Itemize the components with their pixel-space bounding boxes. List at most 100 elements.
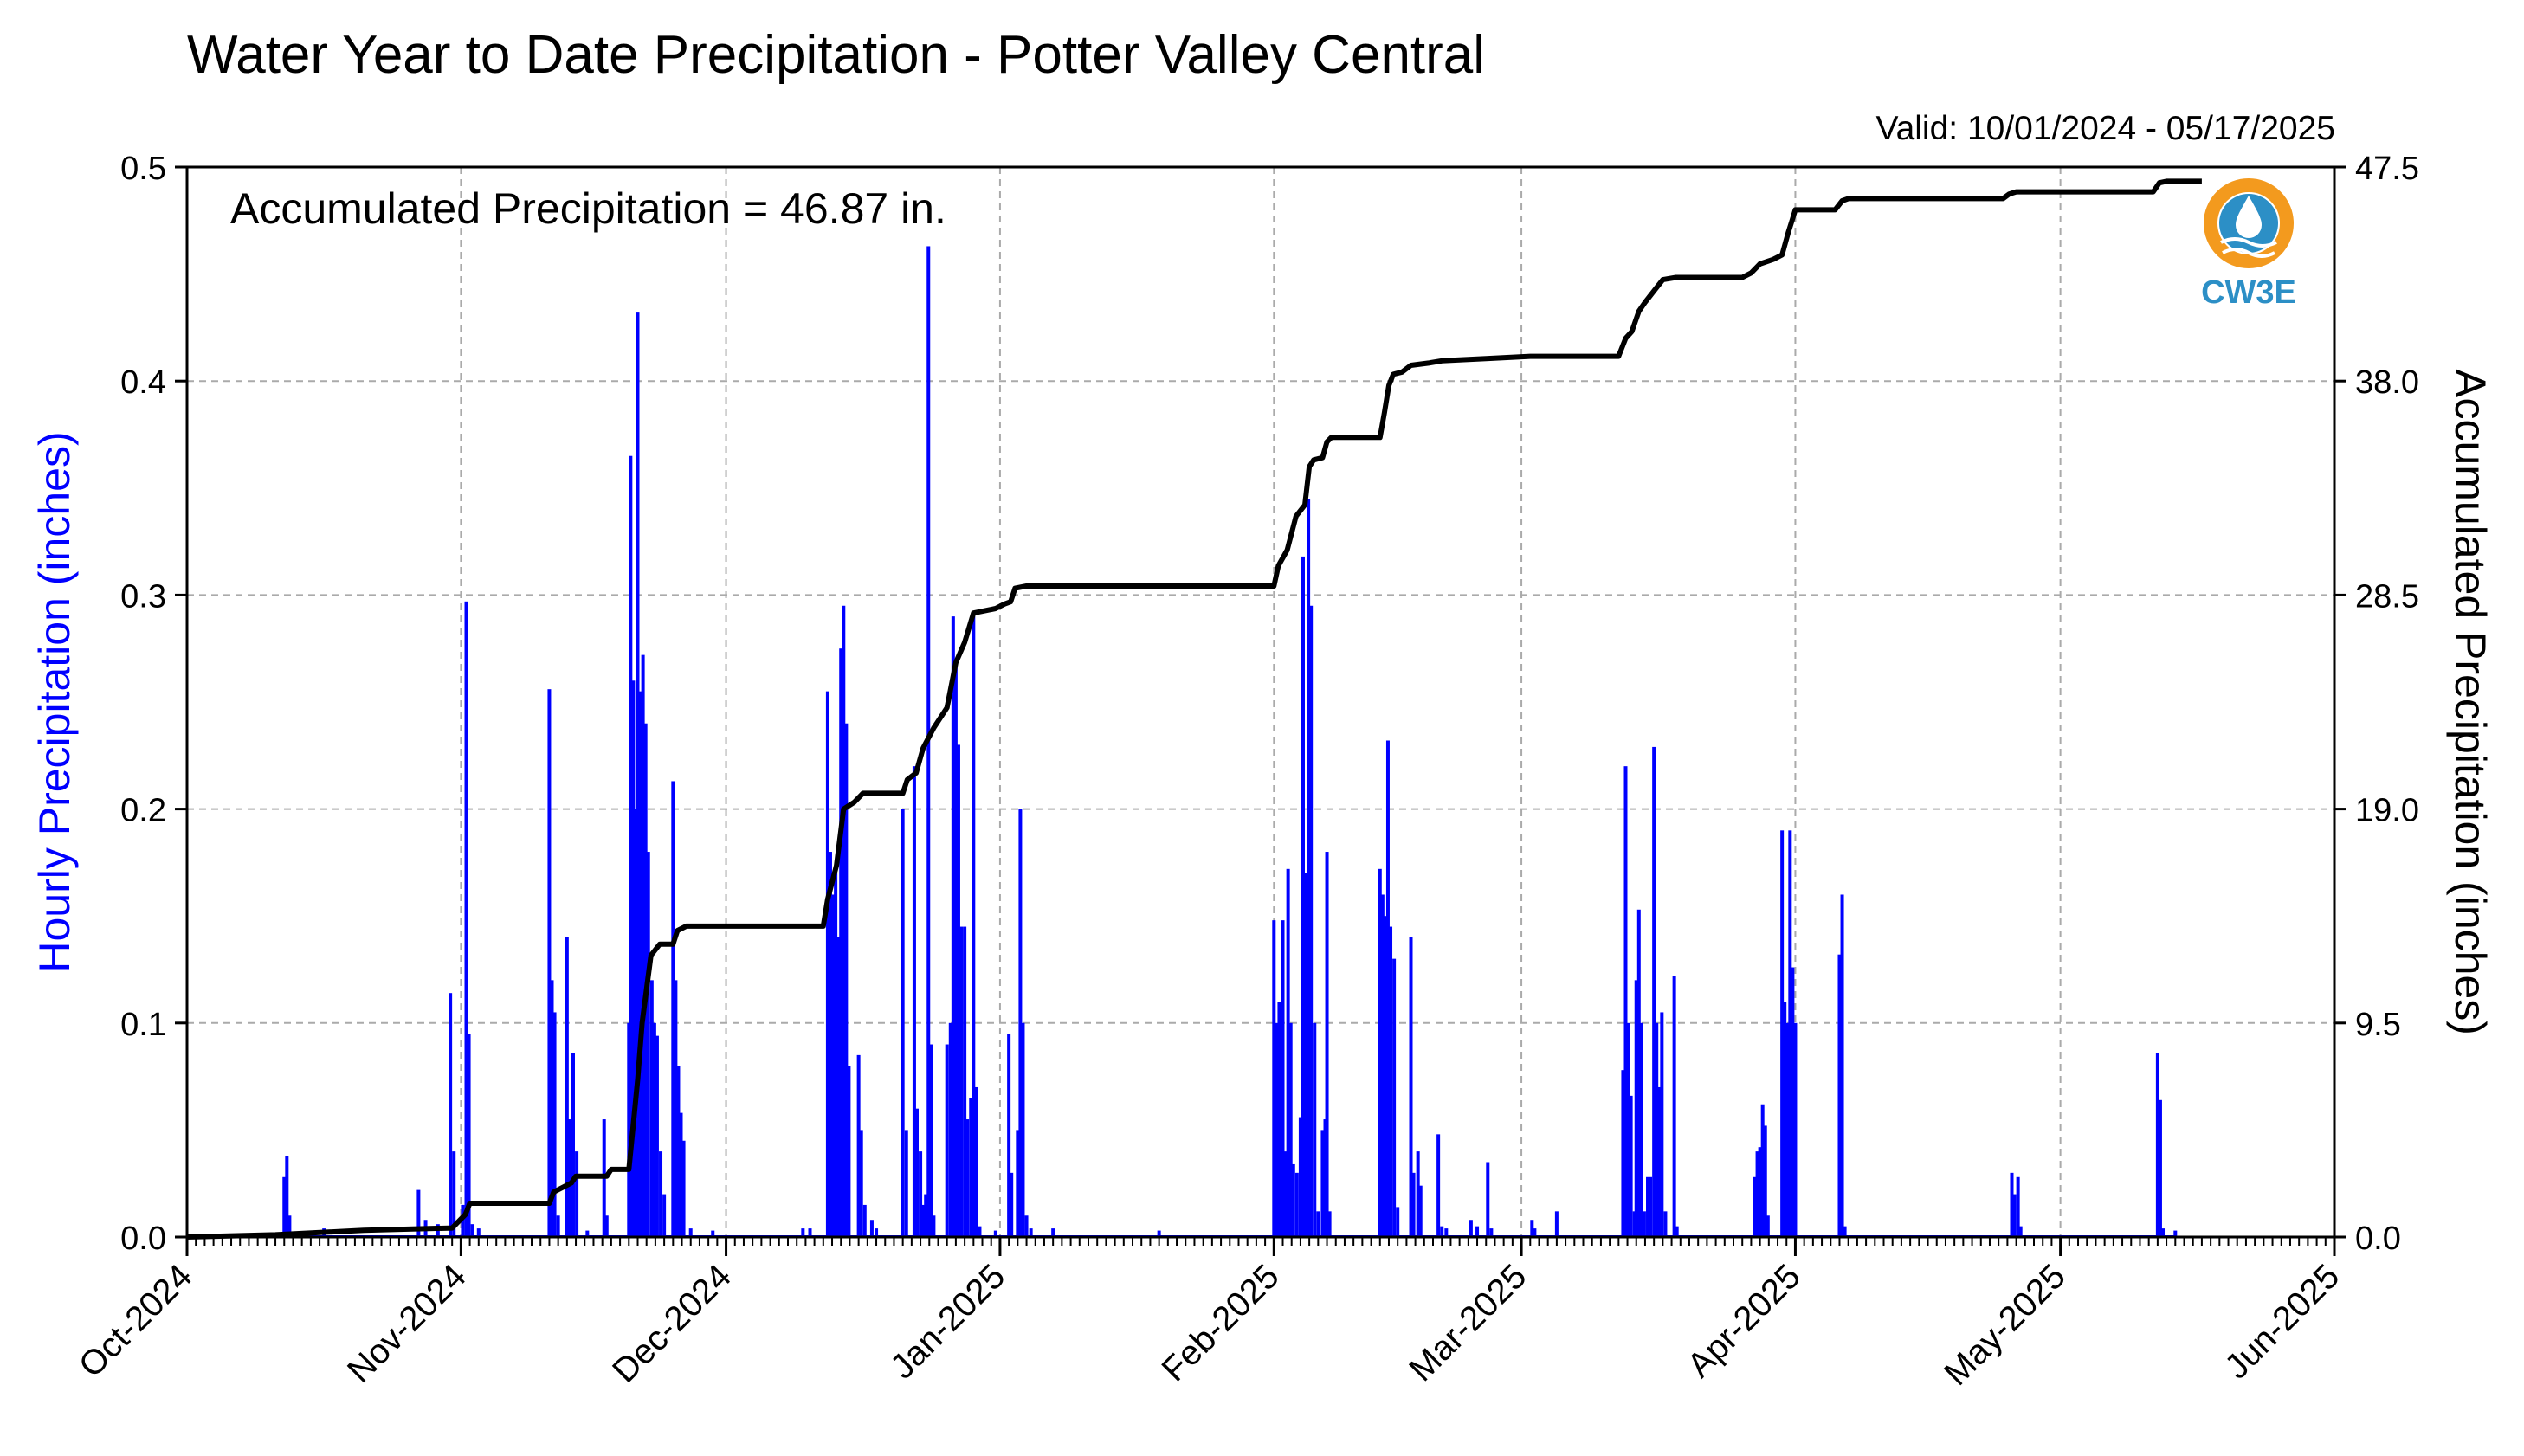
y-right-tick-label: 0.0 <box>2355 1221 2401 1257</box>
hourly-bar <box>847 1066 851 1237</box>
y-left-tick-label: 0.3 <box>120 578 166 615</box>
hourly-bar <box>1320 1130 1325 1237</box>
hourly-bar <box>1760 1104 1765 1237</box>
hourly-bar <box>1530 1220 1534 1237</box>
hourly-bar <box>959 926 964 1237</box>
y-left-tick-label: 0.0 <box>120 1221 166 1257</box>
hourly-bar <box>1051 1228 1055 1237</box>
hourly-bar <box>1281 920 1285 1237</box>
water-drop-icon <box>2236 196 2262 238</box>
hourly-bar <box>1024 1215 1029 1237</box>
hourly-bar <box>1489 1228 1494 1237</box>
hourly-bar <box>1275 1022 1279 1237</box>
hourly-bar <box>688 1228 693 1237</box>
hourly-bar <box>1791 967 1795 1237</box>
hourly-bar <box>912 766 916 1237</box>
hourly-bar <box>919 1151 923 1237</box>
hourly-bar <box>1623 766 1628 1237</box>
hourly-bar <box>963 926 967 1237</box>
hourly-bar <box>1753 1176 1757 1237</box>
hourly-bar <box>1636 909 1641 1237</box>
hourly-bar <box>1385 740 1390 1237</box>
hourly-bar <box>1323 1119 1327 1237</box>
hourly-bar <box>416 1189 421 1237</box>
hourly-bar <box>1007 1034 1011 1237</box>
hourly-bar <box>627 1022 631 1237</box>
chart-title: Water Year to Date Precipitation - Potte… <box>187 25 1485 85</box>
hourly-bar <box>1018 809 1023 1237</box>
hourly-bar <box>556 1215 560 1237</box>
accumulated-annotation: Accumulated Precipitation = 46.87 in. <box>230 184 946 233</box>
hourly-bar <box>470 1224 474 1237</box>
y-right-tick-label: 9.5 <box>2355 1007 2401 1043</box>
hourly-bar <box>828 852 832 1237</box>
hourly-bar <box>631 680 636 1237</box>
hourly-bar <box>1440 1226 1444 1237</box>
hourly-bar <box>1621 1070 1625 1237</box>
hourly-bar <box>676 1066 681 1237</box>
hourly-bar <box>2010 1172 2014 1237</box>
hourly-bar <box>1763 1125 1767 1237</box>
y-axis-left-label: Hourly Precipitation (inches) <box>30 431 79 972</box>
y-axis-left: 0.0 0.1 0.2 0.3 0.4 0.5 <box>120 151 187 1257</box>
hourly-bar <box>969 1098 973 1237</box>
hourly-bar <box>1286 868 1290 1237</box>
hourly-bar <box>461 1204 465 1237</box>
hourly-bar <box>862 1204 867 1237</box>
hourly-bar <box>1469 1220 1473 1237</box>
hourly-bar <box>1675 1226 1679 1237</box>
hourly-bar <box>1313 1022 1317 1237</box>
hourly-bar <box>953 659 958 1237</box>
accumulated-line <box>186 178 2202 1240</box>
hourly-bar <box>1325 852 1329 1237</box>
hourly-bar <box>585 1230 590 1237</box>
hourly-bar <box>869 1220 874 1237</box>
hourly-bar <box>1378 868 1382 1237</box>
hourly-bar <box>1288 1022 1293 1237</box>
hourly-bar <box>452 1151 456 1237</box>
hourly-bar <box>547 689 552 1237</box>
hourly-bar <box>842 605 846 1237</box>
cw3e-logo: CW3E <box>2201 178 2296 311</box>
hourly-bar <box>649 980 654 1237</box>
y-right-tick-label: 28.5 <box>2355 578 2419 615</box>
hourly-bar <box>1411 1172 1416 1237</box>
hourly-bar <box>993 1230 997 1237</box>
hourly-bar <box>836 937 841 1237</box>
hourly-bar <box>1758 1147 1762 1237</box>
hourly-bar <box>978 1226 982 1237</box>
hourly-bar <box>674 980 678 1237</box>
hourly-bar <box>1793 1022 1798 1237</box>
hourly-bar <box>1396 1207 1400 1237</box>
hourly-bar <box>1301 556 1305 1237</box>
hourly-bar <box>825 691 829 1237</box>
hourly-bar <box>901 809 905 1237</box>
hourly-bar <box>924 1194 928 1237</box>
hourly-bar <box>575 1151 579 1237</box>
hourly-bar <box>449 993 453 1237</box>
hourly-bar <box>1660 1012 1664 1237</box>
hourly-bar <box>1383 916 1387 1237</box>
hourly-bar <box>2173 1230 2178 1237</box>
hourly-bar <box>1277 1002 1281 1237</box>
hourly-bar <box>1307 499 1311 1237</box>
hourly-bar <box>965 1119 970 1237</box>
hourly-bar <box>681 1140 686 1237</box>
hourly-bar <box>282 1176 287 1237</box>
hourly-bar <box>1840 894 1844 1237</box>
hourly-bar <box>1436 1134 1441 1237</box>
hourly-bar <box>2016 1176 2020 1237</box>
hourly-bar <box>1843 1226 1847 1237</box>
hourly-bar <box>1780 830 1785 1237</box>
hourly-bar <box>641 654 645 1237</box>
hourly-bar <box>859 1130 863 1237</box>
hourly-bar <box>974 1086 978 1237</box>
hourly-bar <box>1291 1163 1295 1237</box>
hourly-bar <box>1298 1117 1302 1237</box>
hourly-bar <box>1766 1215 1770 1237</box>
hourly-bar <box>972 616 976 1237</box>
hourly-bar <box>1554 1211 1559 1237</box>
chart-subtitle: Valid: 10/01/2024 - 05/17/2025 <box>1875 110 2335 147</box>
hourly-bar <box>2158 1099 2162 1237</box>
hourly-bar <box>629 455 633 1237</box>
